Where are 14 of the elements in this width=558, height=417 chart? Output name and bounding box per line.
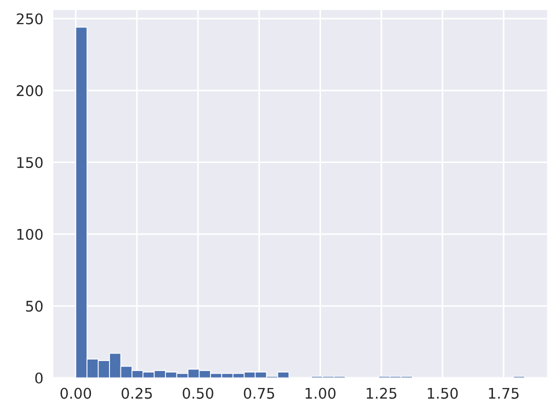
x-tick-label: 1.50 <box>428 388 458 399</box>
x-tick-label: 1.00 <box>306 388 336 399</box>
x-tick-label: 0.50 <box>182 388 214 399</box>
y-tick-label: 50 <box>26 300 43 312</box>
y-tick-label: 200 <box>16 85 43 96</box>
y-tick-label: 250 <box>16 13 43 24</box>
y-tick-label: 150 <box>17 157 43 168</box>
x-tick-label: 1.25 <box>366 388 396 399</box>
x-tick-label: 0.25 <box>122 388 152 399</box>
x-tick-label: 0.00 <box>60 388 92 399</box>
y-tick-label: 0 <box>35 372 43 384</box>
x-tick-label: 1.75 <box>488 388 519 399</box>
x-tick-label: 0.75 <box>244 388 274 399</box>
y-tick-label: 100 <box>17 228 43 240</box>
